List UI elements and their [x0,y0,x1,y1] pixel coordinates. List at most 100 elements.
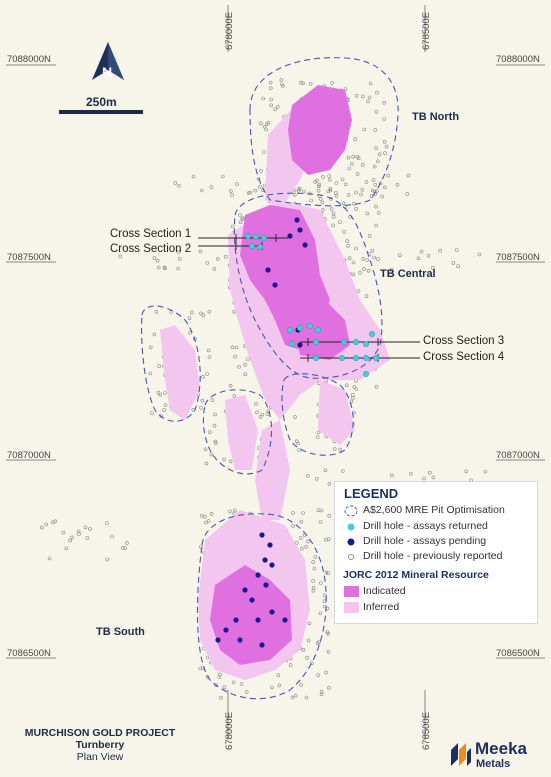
drillhole-previous [253,188,257,193]
drillhole-previous [280,82,284,87]
coord-bottom-678500: 678500E [421,711,432,750]
drillhole-previous [360,188,365,192]
drillhole-previous [438,248,443,253]
drillhole-previous [53,519,58,524]
drillhole-previous [68,538,72,543]
drillhole-previous [210,398,215,402]
returned-drillholes [244,232,380,378]
coord-left-7086500: 7086500N [7,648,51,659]
drillhole-previous [382,185,387,190]
drillhole-previous [375,90,379,95]
drillhole-previous [389,267,394,272]
drillhole-previous [374,384,379,389]
drillhole-previous [261,150,266,154]
drillhole-previous [340,469,345,473]
drillhole-previous [306,539,310,544]
drillhole-returned [363,355,370,362]
drillhole-returned [363,371,370,378]
drillhole-previous [206,348,211,353]
drillhole-previous [304,695,309,700]
drillhole-previous [372,255,376,260]
drillhole-previous [205,261,210,265]
drillhole-previous [176,250,181,254]
drillhole-previous [76,529,81,534]
drillhole-previous [374,223,379,228]
drillhole-previous [328,188,333,193]
drillhole-previous [373,128,378,132]
cross-section-2-label: Cross Section 2 [110,243,192,255]
pit-outline-swatch [344,505,358,517]
drillhole-previous [376,211,381,215]
drillhole-previous [214,441,218,445]
drillhole-previous [221,174,225,179]
drillhole-previous [355,155,360,159]
drillhole-previous [354,387,359,391]
drillhole-previous [316,430,321,435]
drillhole-previous [155,258,160,263]
drillhole-previous [204,520,208,525]
logo-text-line2: Metals [476,758,511,770]
drillhole-previous [299,80,303,85]
drillhole-previous [61,530,66,535]
drillhole-pending [265,267,271,273]
drillhole-previous [77,532,81,536]
drillhole-previous [198,666,202,671]
drillhole-previous [313,180,318,184]
drillhole-previous [177,184,181,188]
drillhole-previous [375,159,380,164]
drillhole-previous [279,78,284,82]
drillhole-previous [346,244,350,248]
drillhole-previous [201,313,205,318]
drillhole-returned [313,339,320,346]
drillhole-returned [307,323,314,330]
drillhole-previous [203,514,207,519]
coord-right-7087500: 7087500N [496,252,540,263]
drillhole-previous [320,200,325,205]
drillhole-pending [242,587,248,593]
drillhole-previous [349,399,354,404]
legend-resource-title: JORC 2012 Mineral Resource [343,569,489,581]
drillhole-previous [199,188,204,193]
drillhole-previous [224,254,228,259]
drillhole-previous [318,581,323,585]
drillhole-previous [291,523,295,528]
drillhole-previous [331,223,335,228]
drillhole-previous [212,266,217,271]
drillhole-previous [148,371,153,376]
drillhole-previous [261,96,266,101]
area-tb-north: TB North [412,111,460,123]
cross-section-3-label: Cross Section 3 [423,335,505,347]
drillhole-previous [148,345,153,350]
deposit-name: Turnberry [75,739,125,751]
drillhole-previous [451,261,456,265]
drillhole-returned [248,242,255,249]
drillhole-previous [299,546,304,551]
drillhole-previous [265,412,270,416]
drillhole-previous [313,555,318,559]
drillhole-previous [233,354,237,359]
drillhole-previous [39,525,44,530]
drillhole-previous [105,557,109,562]
view-name: Plan View [76,751,124,763]
drillhole-previous [354,246,358,251]
drillhole-previous [254,401,258,406]
drillhole-pending [297,227,303,233]
scale-label: 250m [86,95,117,109]
drillhole-previous [205,372,209,376]
indicated-swatch [344,586,359,597]
drillhole-previous [291,511,295,515]
drillhole-previous [327,481,332,486]
drillhole-previous [270,685,274,690]
drillhole-previous [365,258,370,262]
drillhole-returned [244,232,251,239]
drillhole-previous [258,414,263,419]
project-title: MURCHISON GOLD PROJECT [24,727,176,739]
drillhole-previous [483,469,488,474]
drillhole-previous [319,692,324,697]
drillhole-previous [308,82,313,86]
drillhole-previous [213,412,217,417]
drillhole-returned [353,355,360,362]
coord-top-678500: 678500E [421,11,432,50]
drillhole-previous [382,117,387,121]
